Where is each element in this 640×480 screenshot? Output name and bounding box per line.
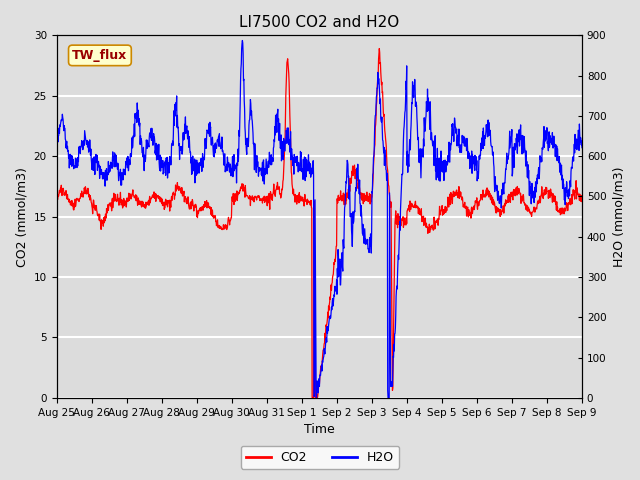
Text: TW_flux: TW_flux bbox=[72, 49, 127, 62]
Y-axis label: H2O (mmol/m3): H2O (mmol/m3) bbox=[612, 167, 625, 267]
Legend: CO2, H2O: CO2, H2O bbox=[241, 446, 399, 469]
Title: LI7500 CO2 and H2O: LI7500 CO2 and H2O bbox=[239, 15, 399, 30]
X-axis label: Time: Time bbox=[304, 423, 335, 436]
Y-axis label: CO2 (mmol/m3): CO2 (mmol/m3) bbox=[15, 167, 28, 266]
